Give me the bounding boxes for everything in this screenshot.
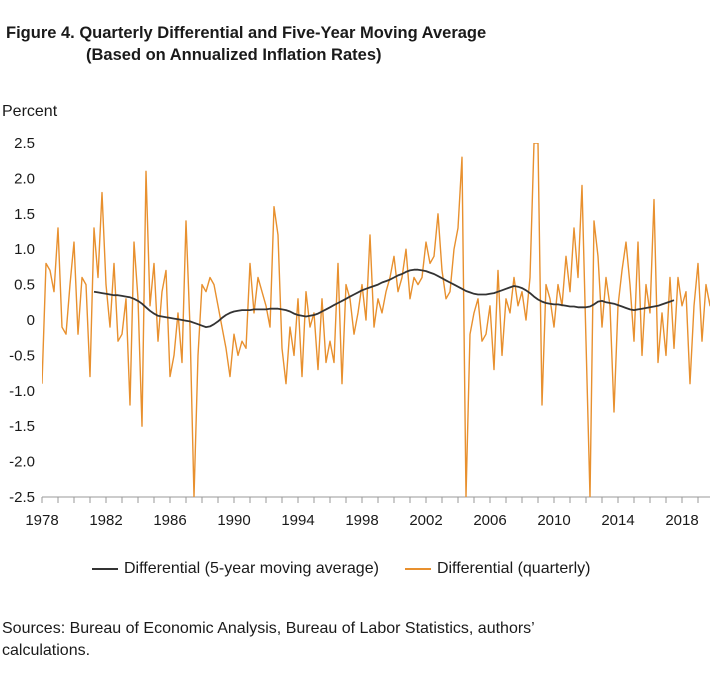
x-tick-label: 1978 [25,512,58,529]
x-tick-label: 2010 [537,512,570,529]
legend-item-moving-average: Differential (5-year moving average) [92,560,379,578]
y-axis-label: Percent [2,103,58,120]
x-axis [41,496,710,503]
x-tick-label: 2006 [473,512,506,529]
legend-label-moving-average: Differential (5-year moving average) [124,560,379,577]
x-tick-label: 2014 [601,512,634,529]
chart-title: Figure 4. Quarterly Differential and Fiv… [6,22,486,66]
y-tick-label: 0.5 [14,277,35,294]
y-tick-label: 2.5 [14,135,35,152]
y-tick-label: -2.0 [9,454,35,471]
y-tick-label: -2.5 [9,489,35,506]
series-lines [42,143,710,497]
legend-item-quarterly: Differential (quarterly) [404,560,591,578]
y-tick-label: -1.0 [9,383,35,400]
y-tick-label: -1.5 [9,418,35,435]
legend-label-quarterly: Differential (quarterly) [436,560,591,577]
source-note: Sources: Bureau of Economic Analysis, Bu… [2,620,535,659]
line-chart: 2.5 2.0 1.5 1.0 0.5 0 -0.5 -1.0 -1.5 -2.0 -2.5 197… [9,135,710,529]
series-line-quarterly [42,143,710,497]
legend: Differential (5-year moving average) Dif… [92,560,616,578]
y-tick-labels: 2.5 2.0 1.5 1.0 0.5 0 -0.5 -1.0 -1.5 -2.0 -2.5 [9,135,35,506]
series-line-moving-average [93,268,675,329]
x-tick-label: 1986 [153,512,186,529]
y-tick-label: 2.0 [14,170,35,187]
x-tick-label: 2002 [409,512,442,529]
y-tick-label: 1.5 [14,206,35,223]
x-tick-label: 1982 [89,512,122,529]
y-tick-label: 1.0 [14,241,35,258]
legend-swatch-moving-average [92,568,118,570]
legend-swatch-quarterly [404,568,431,570]
x-tick-label: 1998 [345,512,378,529]
chart-title-line2: (Based on Annualized Inflation Rates) [86,46,382,64]
y-tick-label: 0 [27,312,35,329]
y-tick-label: -0.5 [9,347,35,364]
chart-title-line1: Figure 4. Quarterly Differential and Fiv… [6,24,487,42]
x-tick-label: 1994 [281,512,314,529]
x-tick-label: 1990 [217,512,250,529]
x-tick-labels: 1978 1982 1986 1990 1994 1998 2002 2006 2010 2014… [25,512,698,529]
x-tick-label: 2018 [665,512,698,529]
